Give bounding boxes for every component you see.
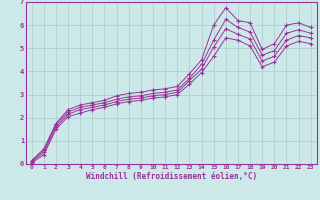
X-axis label: Windchill (Refroidissement éolien,°C): Windchill (Refroidissement éolien,°C): [86, 172, 257, 181]
